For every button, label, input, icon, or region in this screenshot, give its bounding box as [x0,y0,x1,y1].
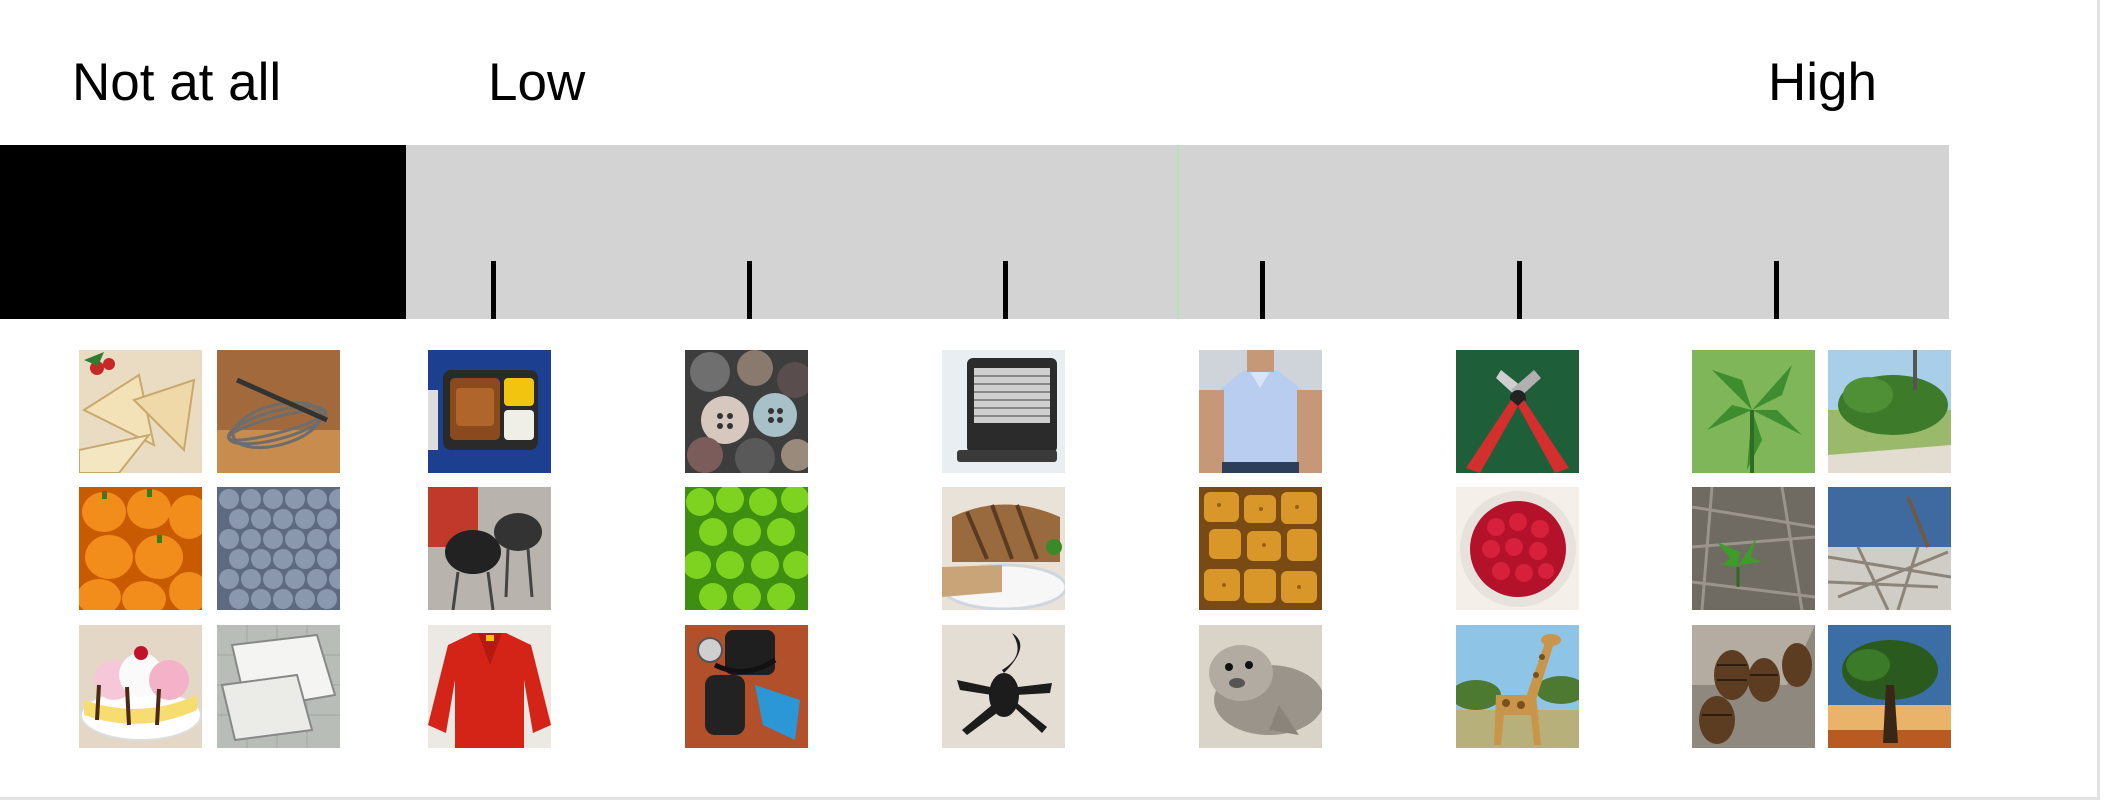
raspberries-bowl-icon [1456,487,1579,610]
pinecones-icon [1692,625,1815,748]
image-thumbnail[interactable] [1456,625,1579,748]
not-at-all-option[interactable] [0,145,406,319]
image-thumbnail[interactable] [942,487,1065,610]
space-heater-icon [942,350,1065,473]
grilled-sandwich-icon [942,487,1065,610]
seedling-icon [1692,487,1815,610]
hedge-bush-icon [1828,350,1951,473]
image-thumbnail[interactable] [1456,487,1579,610]
scorpion-icon [942,625,1065,748]
scale-center-line [1177,145,1179,319]
lone-tree-icon [1828,625,1951,748]
image-thumbnail[interactable] [1828,350,1951,473]
scale-tick [1260,261,1265,319]
image-thumbnail[interactable] [428,350,551,473]
scale-tick [1517,261,1522,319]
image-thumbnail[interactable] [685,487,808,610]
charcoal-grills-icon [428,487,551,610]
label-low: Low [488,53,586,112]
image-thumbnail[interactable] [1692,350,1815,473]
blueberries-icon [217,487,340,610]
buttons-pile-icon [685,350,808,473]
image-thumbnail[interactable] [428,625,551,748]
shortbread-cookies-icon [79,350,202,473]
label-not-at-all: Not at all [72,53,282,112]
scale-tick [1774,261,1779,319]
seal-icon [1199,625,1322,748]
scale-tick [491,261,496,319]
scale-tick [1003,261,1008,319]
image-thumbnail[interactable] [685,625,808,748]
image-thumbnail[interactable] [217,487,340,610]
polo-shirt-man-icon [1199,350,1322,473]
notepad-icon [217,625,340,748]
image-thumbnail[interactable] [428,487,551,610]
plant-leaves-icon [1692,350,1815,473]
image-thumbnail[interactable] [1692,487,1815,610]
image-thumbnail[interactable] [685,350,808,473]
image-thumbnail[interactable] [79,487,202,610]
tv-dinner-tray-icon [428,350,551,473]
image-thumbnail[interactable] [1199,487,1322,610]
image-thumbnail[interactable] [1199,625,1322,748]
image-thumbnail[interactable] [217,625,340,748]
scuba-gear-icon [685,625,808,748]
green-peas-icon [685,487,808,610]
giraffe-icon [1456,625,1579,748]
image-thumbnail[interactable] [217,350,340,473]
whisk-icon [217,350,340,473]
banana-split-icon [79,625,202,748]
wire-cutters-icon [1456,350,1579,473]
label-high: High [1768,53,1878,112]
image-thumbnail[interactable] [1692,625,1815,748]
rating-scale-bar [0,145,1949,319]
bird-nest-icon [1828,487,1951,610]
image-thumbnail[interactable] [942,350,1065,473]
scale-tick [747,261,752,319]
image-thumbnail[interactable] [1828,625,1951,748]
sponges-icon [1199,487,1322,610]
image-thumbnail[interactable] [1199,350,1322,473]
orange-peppers-icon [79,487,202,610]
image-thumbnail[interactable] [1456,350,1579,473]
image-thumbnail[interactable] [1828,487,1951,610]
image-thumbnail[interactable] [79,350,202,473]
image-thumbnail[interactable] [79,625,202,748]
image-thumbnail[interactable] [942,625,1065,748]
red-sweater-icon [428,625,551,748]
